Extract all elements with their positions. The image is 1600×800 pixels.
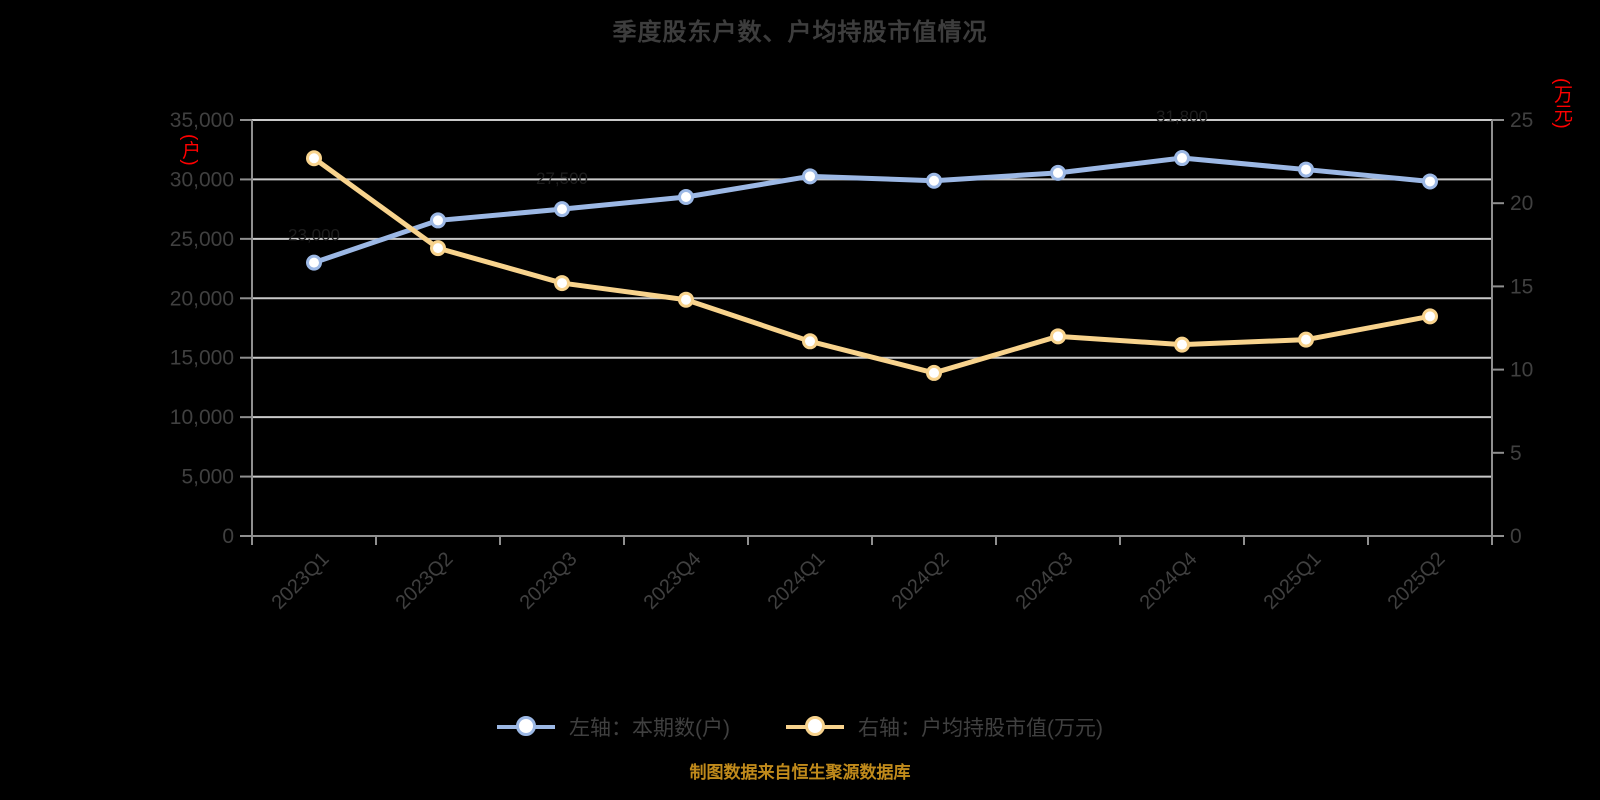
data-point: [802, 168, 818, 185]
chart-title: 季度股东户数、户均持股市值情况: [612, 19, 988, 46]
data-point: [1422, 308, 1438, 325]
x-axis-label: 2023Q4: [640, 548, 706, 614]
data-point: [1050, 164, 1066, 181]
data-point: [306, 150, 322, 167]
x-axis-label: 2024Q4: [1136, 548, 1202, 614]
right-axis-tick-label: 20: [1510, 192, 1533, 215]
right-axis-tick-label: 0: [1510, 525, 1522, 548]
left-axis-tick-label: 25,000: [170, 228, 234, 251]
left-axis-tick-label: 30,000: [170, 168, 234, 191]
data-point: [430, 212, 446, 229]
line-chart: 0 5,000 10,000 15,000 20,000 25,000 30,000 35,0…: [170, 107, 1534, 614]
x-axis-label: 2025Q1: [1260, 548, 1326, 614]
left-axis-unit-label: (户): [179, 134, 200, 166]
x-axis-label: 2023Q1: [268, 548, 334, 614]
x-axis-label: 2024Q1: [764, 548, 830, 614]
legend-marker-yellow-icon: [786, 716, 844, 738]
data-point: [926, 172, 942, 189]
left-axis-tick-label: 5,000: [181, 466, 234, 489]
data-point: [554, 201, 570, 218]
legend-label-market-value: 右轴：户均持股市值(万元): [858, 717, 1103, 740]
left-axis-tick-label: 20,000: [170, 287, 234, 310]
left-axis-tick-label: 15,000: [170, 347, 234, 370]
data-point: [1174, 336, 1190, 353]
data-source-note: 制图数据来自恒生聚源数据库: [689, 763, 911, 782]
data-point: [1422, 173, 1438, 190]
point-value-label: 23,000: [288, 226, 340, 245]
data-point: [802, 333, 818, 350]
legend: 左轴：本期数(户) 右轴：户均持股市值(万元): [0, 712, 1600, 742]
data-point: [1298, 161, 1314, 178]
series-line-1: [311, 155, 1433, 376]
left-axis-tick-label: 10,000: [170, 406, 234, 429]
legend-item-market-value: 右轴：户均持股市值(万元): [786, 712, 1103, 742]
right-axis-tick-label: 25: [1510, 109, 1533, 132]
data-point: [1174, 150, 1190, 167]
right-axis-tick-label: 15: [1510, 275, 1533, 298]
legend-marker-blue-icon: [497, 716, 555, 738]
x-axis-label: 2024Q3: [1012, 548, 1078, 614]
data-point: [926, 364, 942, 381]
data-point: [678, 291, 694, 308]
left-axis-tick-label: 0: [222, 525, 234, 548]
legend-item-shareholder-count: 左轴：本期数(户): [497, 712, 730, 742]
point-value-label: 31,800: [1156, 107, 1208, 126]
x-axis-label: 2023Q2: [392, 548, 458, 614]
point-value-label: 27,500: [536, 169, 588, 188]
data-point: [678, 189, 694, 206]
right-axis-tick-label: 5: [1510, 442, 1522, 465]
data-point: [554, 275, 570, 292]
data-point: [1298, 331, 1314, 348]
left-axis-tick-label: 35,000: [170, 109, 234, 132]
x-axis-label: 2023Q3: [516, 548, 582, 614]
right-axis-tick-label: 10: [1510, 359, 1533, 382]
legend-label-shareholder-count: 左轴：本期数(户): [569, 717, 730, 740]
data-point: [1050, 328, 1066, 345]
data-point: [306, 254, 322, 271]
data-point: [430, 240, 446, 257]
x-axis-label: 2024Q2: [888, 548, 954, 614]
right-axis-unit-label: (万元): [1551, 78, 1572, 129]
series-line-0: [311, 155, 1433, 266]
x-axis-label: 2025Q2: [1384, 548, 1450, 614]
